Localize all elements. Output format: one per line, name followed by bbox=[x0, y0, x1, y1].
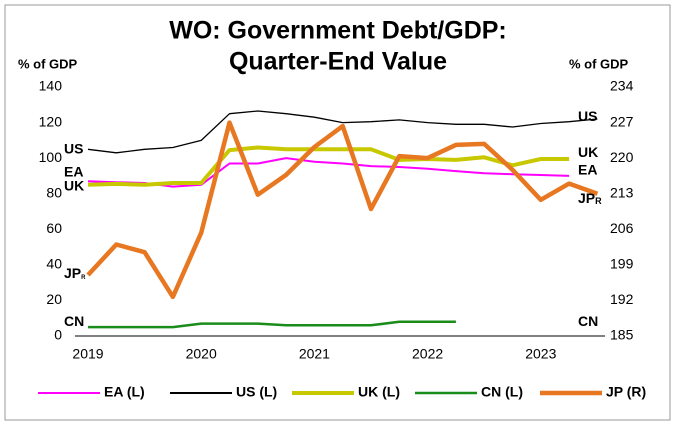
legend-label: US (L) bbox=[236, 384, 277, 400]
annotation-text: US bbox=[64, 140, 83, 156]
y2-tick-label: 192 bbox=[610, 291, 634, 307]
y-tick-label: 0 bbox=[54, 327, 62, 343]
y-tick-label: 80 bbox=[46, 184, 62, 200]
x-tick-label: 2020 bbox=[186, 346, 217, 362]
y2-tick-label: 185 bbox=[610, 327, 634, 343]
y-tick-label: 120 bbox=[39, 113, 63, 129]
y-tick-label: 60 bbox=[46, 220, 62, 236]
series-line bbox=[86, 120, 599, 300]
series-line bbox=[88, 320, 456, 329]
y2-tick-label: 227 bbox=[610, 113, 634, 129]
series-annotation: CN bbox=[64, 312, 84, 328]
x-tick-label: 2021 bbox=[299, 346, 330, 362]
y-axis-label: % of GDP bbox=[18, 56, 78, 71]
annotation-text: EA bbox=[64, 163, 83, 179]
series-line bbox=[87, 145, 570, 187]
x-tick-label: 2019 bbox=[72, 346, 103, 362]
series-annotation: JPR bbox=[578, 190, 602, 207]
legend-label: JP (R) bbox=[606, 384, 646, 400]
series-annotation: EA bbox=[578, 161, 597, 177]
series-annotation: US bbox=[578, 108, 597, 124]
legend-label: UK (L) bbox=[358, 384, 400, 400]
series-annotation: CN bbox=[578, 312, 598, 328]
y2-tick-label: 220 bbox=[610, 149, 634, 165]
annotation-text: UK bbox=[64, 177, 84, 193]
annotation-subscript: R bbox=[81, 274, 86, 280]
y-tick-label: 20 bbox=[46, 291, 62, 307]
series-annotation: EA bbox=[64, 163, 83, 179]
series-annotation: UK bbox=[578, 144, 598, 160]
annotation-text: CN bbox=[64, 312, 84, 328]
y2-tick-label: 234 bbox=[610, 78, 634, 94]
annotation-text: US bbox=[578, 108, 597, 124]
y2-axis-label: % of GDP bbox=[569, 56, 629, 71]
series-line bbox=[87, 157, 570, 188]
annotation-subscript: R bbox=[595, 196, 602, 206]
annotation-text: UK bbox=[578, 144, 598, 160]
series-annotation: UK bbox=[64, 177, 84, 193]
chart-title: WO: Government Debt/GDP: bbox=[169, 17, 507, 45]
series-annotation: US bbox=[64, 140, 83, 156]
frame bbox=[4, 4, 671, 421]
annotation-text: JP bbox=[578, 190, 595, 206]
y2-tick-label: 199 bbox=[610, 256, 634, 272]
x-tick-label: 2023 bbox=[525, 346, 556, 362]
series-annotation: JPR bbox=[64, 264, 86, 280]
y-tick-label: 40 bbox=[46, 256, 62, 272]
chart-title: Quarter-End Value bbox=[229, 48, 447, 76]
y-tick-label: 100 bbox=[39, 149, 63, 165]
annotation-text: JP bbox=[64, 264, 81, 280]
y2-tick-label: 206 bbox=[610, 220, 634, 236]
y2-tick-label: 213 bbox=[610, 184, 634, 200]
legend-label: CN (L) bbox=[481, 384, 523, 400]
series-line bbox=[87, 110, 598, 154]
y-tick-label: 140 bbox=[39, 78, 63, 94]
legend-label: EA (L) bbox=[104, 384, 145, 400]
annotation-text: EA bbox=[578, 161, 597, 177]
x-tick-label: 2022 bbox=[412, 346, 443, 362]
annotation-text: CN bbox=[578, 312, 598, 328]
